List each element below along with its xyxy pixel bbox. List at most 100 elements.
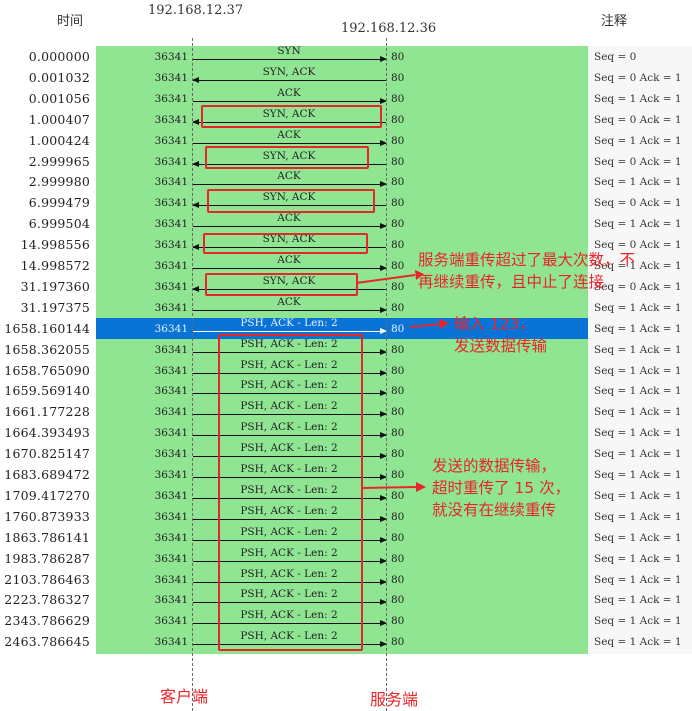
row-packet-label: ACK: [277, 86, 301, 99]
flow-row[interactable]: 0.000000 36341 80 Seq = 0 SYN: [0, 45, 692, 67]
flow-row[interactable]: 1658.362055 36341 80 Seq = 1 Ack = 1 PSH, AC…: [0, 338, 692, 360]
row-src-port: 36341: [154, 510, 188, 523]
flow-row[interactable]: 1.000407 36341 80 Seq = 0 Ack = 1 SYN, ACK: [0, 108, 692, 130]
row-time: 2223.786327: [4, 592, 90, 608]
row-note: Seq = 1 Ack = 1: [594, 427, 682, 440]
flow-row[interactable]: 6.999479 36341 80 Seq = 0 Ack = 1 SYN, ACK: [0, 191, 692, 213]
flow-row[interactable]: 2223.786327 36341 80 Seq = 1 Ack = 1 PSH, AC…: [0, 588, 692, 610]
flow-row[interactable]: 31.197375 36341 80 Seq = 1 Ack = 1 ACK: [0, 295, 692, 318]
flow-row[interactable]: 0.001056 36341 80 Seq = 1 Ack = 1 ACK: [0, 86, 692, 109]
row-packet-label: PSH, ACK - Len: 2: [240, 400, 338, 413]
row-src-port: 36341: [154, 531, 188, 544]
arrow-right-icon: [193, 557, 387, 564]
row-dst-port: 80: [391, 406, 405, 419]
row-packet-label: ACK: [277, 128, 301, 141]
row-time: 1658.160144: [4, 320, 90, 336]
column-header-time: 时间: [57, 14, 84, 29]
row-note: Seq = 0 Ack = 1: [594, 280, 682, 293]
flow-row[interactable]: 1760.873933 36341 80 Seq = 1 Ack = 1 PSH, AC…: [0, 504, 692, 527]
arrowhead-icon: [380, 327, 387, 334]
row-packet-label: ACK: [277, 170, 301, 183]
row-packet-label: PSH, ACK - Len: 2: [240, 504, 338, 517]
row-src-port: 36341: [154, 615, 188, 628]
row-src-port: 36341: [154, 469, 188, 481]
arrow-right-icon: [193, 369, 387, 376]
row-packet-label: PSH, ACK - Len: 2: [240, 630, 338, 643]
row-dst-port: 80: [391, 636, 405, 649]
row-note: Seq = 1 Ack = 1: [594, 406, 682, 419]
row-dst-port: 80: [391, 92, 405, 105]
arrowhead-icon: [192, 285, 199, 292]
row-time: 1658.765090: [4, 362, 90, 378]
flow-row[interactable]: 1658.160144 36341 80 Seq = 1 Ack = 1 PSH, AC…: [0, 317, 692, 339]
row-note: Seq = 1 Ack = 1: [594, 636, 682, 649]
flow-row[interactable]: 31.197360 36341 80 Seq = 0 Ack = 1 SYN, ACK: [0, 275, 692, 297]
row-dst-port: 80: [391, 218, 405, 231]
arrow-right-icon: [193, 578, 387, 585]
row-note: Seq = 1 Ack = 1: [594, 364, 682, 377]
row-src-port: 36341: [154, 594, 188, 607]
row-packet-label: PSH, ACK - Len: 2: [240, 525, 338, 538]
flow-row[interactable]: 1683.689472 36341 80 Seq = 1 Ack = 1 PSH, AC…: [0, 463, 692, 485]
flow-row[interactable]: 1863.786141 36341 80 Seq = 1 Ack = 1 PSH, AC…: [0, 525, 692, 548]
flow-row[interactable]: 1658.765090 36341 80 Seq = 1 Ack = 1 PSH, AC…: [0, 359, 692, 381]
flow-row[interactable]: 2343.786629 36341 80 Seq = 1 Ack = 1 PSH, AC…: [0, 609, 692, 631]
row-src-port: 36341: [154, 280, 188, 293]
row-note: Seq = 1 Ack = 1: [594, 510, 682, 523]
row-note: Seq = 1 Ack = 1: [594, 552, 682, 565]
flow-row[interactable]: 6.999504 36341 80 Seq = 1 Ack = 1 ACK: [0, 212, 692, 234]
flow-row[interactable]: 1664.393493 36341 80 Seq = 1 Ack = 1 PSH, AC…: [0, 421, 692, 443]
row-time: 1983.786287: [4, 550, 90, 566]
arrowhead-icon: [380, 494, 387, 501]
row-note: Seq = 1 Ack = 1: [594, 469, 682, 481]
row-dst-port: 80: [391, 155, 405, 168]
arrowhead-icon: [192, 118, 199, 125]
arrowhead-icon: [380, 578, 387, 585]
annotation-line: 发送的数据传输，: [432, 457, 557, 475]
row-packet-label: SYN: [277, 45, 301, 57]
arrowhead-icon: [380, 474, 387, 480]
flow-row[interactable]: 1661.177228 36341 80 Seq = 1 Ack = 1 PSH, AC…: [0, 400, 692, 422]
row-packet-label: SYN, ACK: [262, 233, 316, 246]
server-retrans-annotation: 服务端重传超过了最大次数，不 再继续重传，且中止了连接: [418, 249, 635, 293]
retrans-box: [207, 189, 375, 213]
column-header-note: 注释: [601, 14, 628, 29]
row-note: Seq = 0 Ack = 1: [594, 239, 682, 252]
row-time: 1658.362055: [4, 341, 90, 357]
client-label: 客户端: [160, 687, 209, 706]
flow-row[interactable]: 2103.786463 36341 80 Seq = 1 Ack = 1 PSH, AC…: [0, 568, 692, 590]
row-src-port: 36341: [154, 406, 188, 419]
flow-row[interactable]: 1709.417270 36341 80 Seq = 1 Ack = 1 PSH, AC…: [0, 484, 692, 506]
row-time: 1709.417270: [4, 487, 90, 503]
notes-column: [588, 46, 692, 654]
row-dst-port: 80: [391, 343, 405, 356]
arrow-right-icon: [193, 56, 387, 62]
flow-row[interactable]: 2463.786645 36341 80 Seq = 1 Ack = 1 PSH, AC…: [0, 630, 692, 652]
row-note: Seq = 0: [594, 51, 637, 63]
flow-row[interactable]: 0.001032 36341 80 Seq = 0 Ack = 1 SYN, ACK: [0, 66, 692, 88]
flow-row[interactable]: 2.999980 36341 80 Seq = 1 Ack = 1 ACK: [0, 170, 692, 192]
row-src-port: 36341: [154, 71, 188, 84]
annotation-line: 输入 123，: [454, 315, 536, 333]
row-dst-port: 80: [391, 280, 405, 293]
row-dst-port: 80: [391, 260, 405, 272]
flow-row[interactable]: 14.998572 36341 80 Seq = 1 Ack = 1 ACK: [0, 254, 692, 276]
row-time: 2.999965: [28, 153, 90, 169]
arrow-right-icon: [193, 181, 387, 188]
row-src-port: 36341: [154, 364, 188, 377]
flow-row[interactable]: 14.998556 36341 80 Seq = 0 Ack = 1 SYN, ACK: [0, 233, 692, 255]
server-label: 服务端: [370, 690, 419, 709]
arrowhead-icon: [380, 181, 387, 188]
arrow-right-icon: [193, 223, 387, 230]
flow-row[interactable]: 1983.786287 36341 80 Seq = 1 Ack = 1 PSH, AC…: [0, 547, 692, 569]
row-packet-label: ACK: [277, 295, 301, 308]
row-note: Seq = 1 Ack = 1: [594, 573, 682, 586]
flow-row[interactable]: 1.000424 36341 80 Seq = 1 Ack = 1 ACK: [0, 128, 692, 151]
row-src-port: 36341: [154, 134, 188, 147]
row-src-port: 36341: [154, 260, 188, 272]
flow-row[interactable]: 1670.825147 36341 80 Seq = 1 Ack = 1 PSH, AC…: [0, 442, 692, 464]
flow-row[interactable]: 2.999965 36341 80 Seq = 0 Ack = 1 SYN, ACK: [0, 150, 692, 172]
row-src-port: 36341: [154, 239, 188, 252]
row-dst-port: 80: [391, 427, 405, 440]
flow-row[interactable]: 1659.569140 36341 80 Seq = 1 Ack = 1 PSH, AC…: [0, 379, 692, 401]
